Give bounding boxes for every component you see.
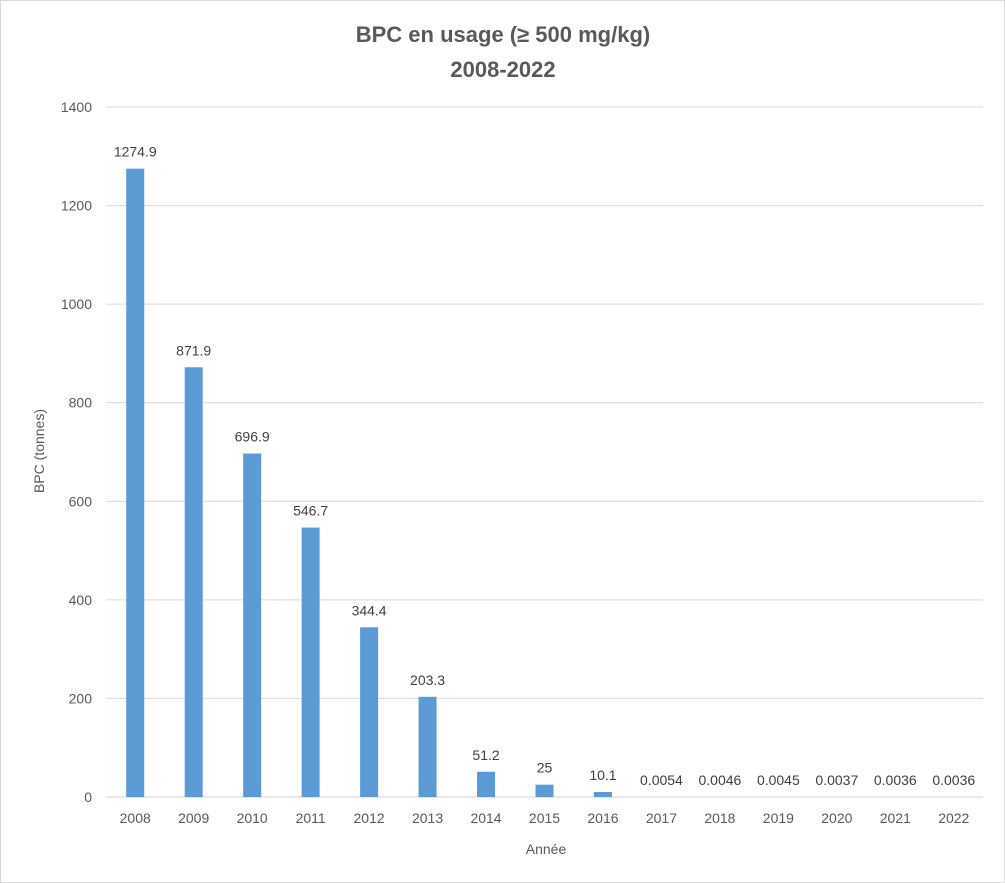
- y-tick-label: 200: [69, 690, 93, 706]
- x-tick-label: 2016: [587, 810, 618, 826]
- x-tick-label: 2021: [880, 810, 911, 826]
- x-tick-label: 2014: [470, 810, 501, 826]
- y-axis-label: BPC (tonnes): [31, 409, 47, 493]
- x-tick-label: 2012: [354, 810, 385, 826]
- y-tick-label: 0: [84, 789, 92, 805]
- data-label: 203.3: [410, 672, 445, 688]
- data-label: 0.0045: [757, 772, 800, 788]
- data-label: 1274.9: [114, 144, 157, 160]
- chart-title: BPC en usage (≥ 500 mg/kg): [356, 22, 651, 47]
- x-tick-label: 2018: [704, 810, 735, 826]
- data-labels: 1274.9 871.9 696.9 546.7 344.4 203.3 51.2 25 10.…: [114, 144, 976, 788]
- x-tick-label: 2008: [120, 810, 151, 826]
- bar: [593, 792, 612, 797]
- data-label: 25: [537, 760, 553, 776]
- x-tick-label: 2015: [529, 810, 560, 826]
- data-label: 0.0036: [874, 772, 917, 788]
- bar: [535, 784, 554, 797]
- bar: [360, 627, 379, 797]
- data-label: 546.7: [293, 503, 328, 519]
- bar: [126, 168, 145, 797]
- x-axis-label: Année: [526, 841, 567, 857]
- y-tick-label: 1400: [61, 99, 92, 115]
- y-axis-ticks: 0 200 400 600 800 1000 1200 1400: [61, 99, 92, 805]
- x-tick-label: 2020: [821, 810, 852, 826]
- bar: [418, 696, 437, 797]
- data-label: 0.0054: [640, 772, 683, 788]
- x-tick-label: 2017: [646, 810, 677, 826]
- y-tick-label: 600: [69, 493, 93, 509]
- bars: [126, 168, 963, 797]
- data-label: 0.0037: [815, 772, 858, 788]
- data-label: 51.2: [472, 747, 499, 763]
- gridlines: [106, 106, 983, 798]
- y-tick-label: 400: [69, 592, 93, 608]
- chart-subtitle: 2008-2022: [450, 57, 555, 82]
- bar: [301, 527, 320, 797]
- y-tick-label: 800: [69, 395, 93, 411]
- x-tick-label: 2010: [237, 810, 268, 826]
- x-axis-ticks: 2008 2009 2010 2011 2012 2013 2014 2015 2016 2017…: [120, 810, 970, 826]
- x-tick-label: 2022: [938, 810, 969, 826]
- bar: [243, 453, 262, 797]
- bar: [477, 771, 496, 797]
- data-label: 871.9: [176, 342, 211, 358]
- y-tick-label: 1000: [61, 296, 92, 312]
- data-label: 344.4: [352, 602, 387, 618]
- data-label: 0.0036: [932, 772, 975, 788]
- x-tick-label: 2009: [178, 810, 209, 826]
- y-tick-label: 1200: [61, 198, 92, 214]
- x-tick-label: 2011: [296, 810, 326, 826]
- data-label: 10.1: [589, 767, 616, 783]
- bar: [184, 367, 203, 797]
- x-tick-label: 2013: [412, 810, 443, 826]
- x-tick-label: 2019: [763, 810, 794, 826]
- data-label: 696.9: [235, 429, 270, 445]
- data-label: 0.0046: [698, 772, 741, 788]
